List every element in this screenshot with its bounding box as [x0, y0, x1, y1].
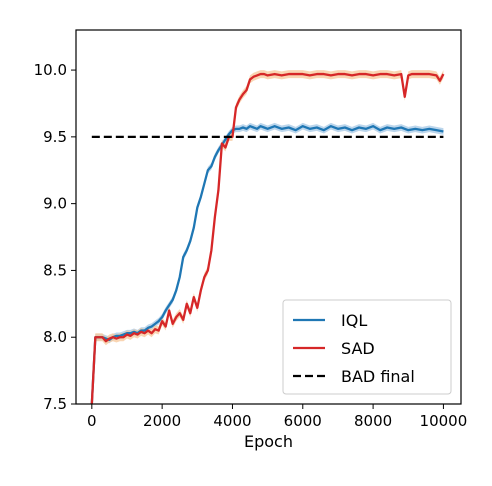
- y-tick-label: 8.5: [43, 261, 67, 279]
- legend-label-sad: SAD: [341, 339, 375, 358]
- x-tick-label: 6000: [284, 412, 322, 430]
- y-tick-label: 9.0: [43, 195, 67, 213]
- x-tick-label: 2000: [143, 412, 181, 430]
- x-axis-ticks: 0 2000 4000 6000 8000 10000: [87, 404, 467, 430]
- legend-box: [282, 299, 452, 395]
- x-tick-label: 10000: [420, 412, 468, 430]
- x-tick-label: 4000: [213, 412, 251, 430]
- y-tick-label: 7.5: [43, 395, 67, 413]
- plot-frame: [75, 29, 462, 405]
- line-iql: [90, 125, 444, 404]
- legend-label-iql: IQL: [341, 311, 367, 330]
- x-tick-label: 0: [87, 412, 97, 430]
- y-tick-label: 9.5: [43, 128, 67, 146]
- y-tick-label: 8.0: [43, 328, 67, 346]
- series-lines: [90, 72, 445, 404]
- x-axis-label: Epoch: [244, 432, 293, 451]
- x-tick-label: 8000: [354, 412, 392, 430]
- y-axis-ticks: 7.5 8.0 8.5 9.0 9.5 10.0: [34, 61, 76, 413]
- legend-label-bad-final: BAD final: [341, 367, 415, 386]
- y-tick-label: 10.0: [34, 61, 67, 79]
- legend: IQL SAD BAD final: [282, 299, 452, 395]
